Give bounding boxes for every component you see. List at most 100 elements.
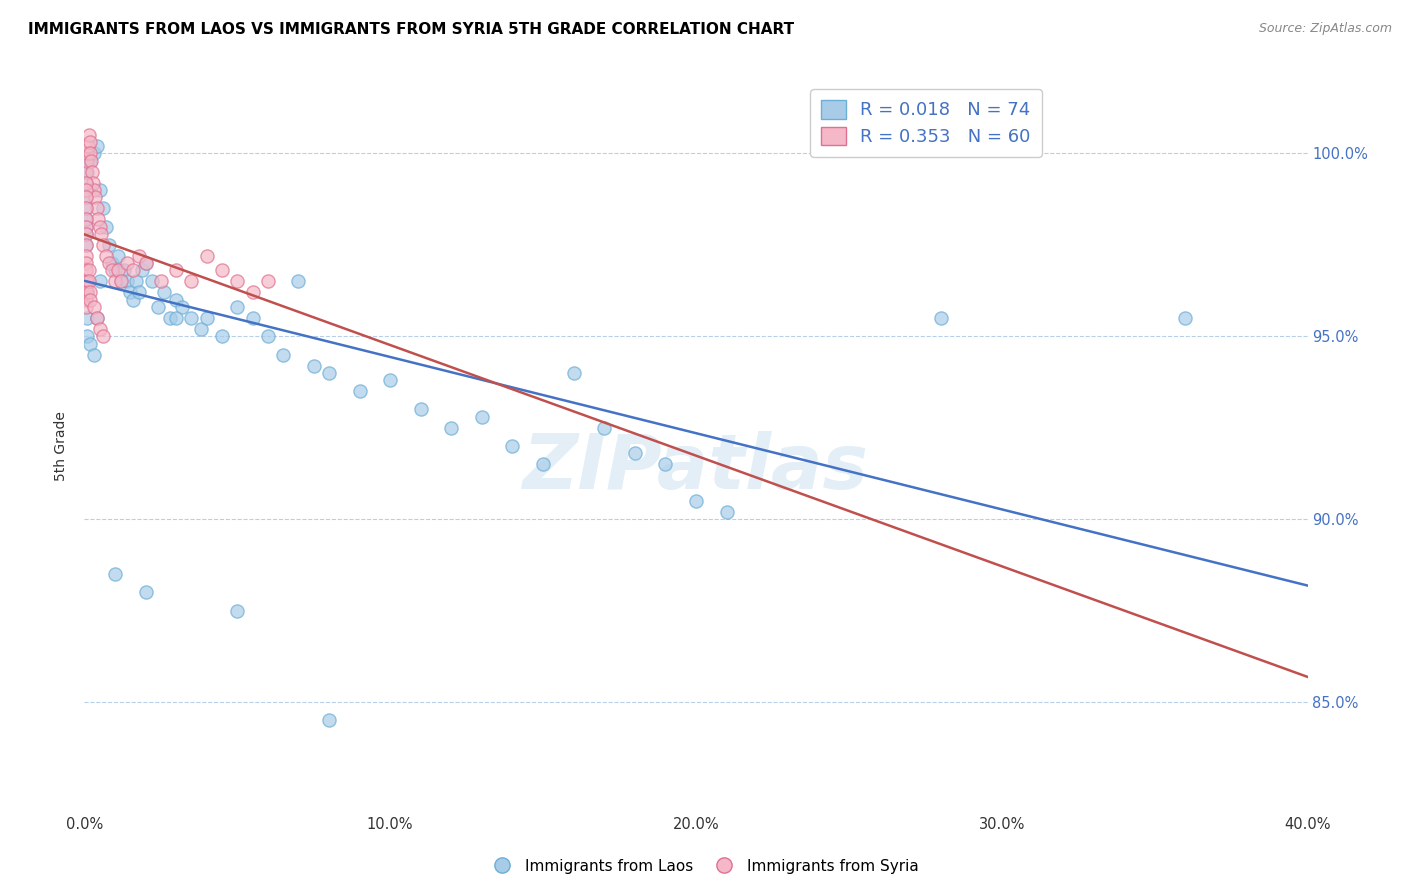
Point xyxy=(77,139,100,153)
Point xyxy=(180,275,202,289)
Point xyxy=(75,227,97,241)
Point xyxy=(80,164,103,178)
Point xyxy=(75,190,97,204)
Point xyxy=(226,604,249,618)
Point xyxy=(165,311,187,326)
Point xyxy=(75,238,97,252)
Point xyxy=(101,256,124,270)
Point xyxy=(87,212,110,227)
Point xyxy=(79,136,101,150)
Point xyxy=(97,238,120,252)
Point xyxy=(75,249,97,263)
Point xyxy=(165,293,187,307)
Point xyxy=(75,164,97,178)
Point xyxy=(211,263,233,277)
Point xyxy=(75,176,97,190)
Point xyxy=(83,348,105,362)
Point xyxy=(1174,311,1197,326)
Point xyxy=(211,329,233,343)
Point xyxy=(125,275,148,289)
Point xyxy=(257,275,280,289)
Point xyxy=(128,285,150,300)
Point xyxy=(562,366,585,380)
Point xyxy=(190,322,212,336)
Point xyxy=(110,275,132,289)
Point xyxy=(440,421,463,435)
Point xyxy=(75,219,97,234)
Point xyxy=(593,421,616,435)
Point xyxy=(110,275,132,289)
Point xyxy=(146,300,169,314)
Point xyxy=(86,311,108,326)
Point xyxy=(318,714,340,728)
Point xyxy=(242,285,264,300)
Point xyxy=(287,275,309,289)
Point xyxy=(135,256,157,270)
Point xyxy=(86,202,108,216)
Point xyxy=(107,249,129,263)
Point xyxy=(79,336,101,351)
Point xyxy=(115,256,138,270)
Point xyxy=(79,153,101,168)
Point xyxy=(89,322,111,336)
Point xyxy=(318,366,340,380)
Point xyxy=(75,275,97,289)
Point xyxy=(75,285,97,300)
Point xyxy=(94,249,117,263)
Point xyxy=(77,263,100,277)
Point xyxy=(104,567,127,582)
Point xyxy=(75,176,97,190)
Text: Source: ZipAtlas.com: Source: ZipAtlas.com xyxy=(1258,22,1392,36)
Point xyxy=(135,256,157,270)
Point xyxy=(86,139,108,153)
Point xyxy=(624,446,647,460)
Point xyxy=(86,311,108,326)
Point xyxy=(502,439,524,453)
Point xyxy=(75,190,97,204)
Point xyxy=(90,227,112,241)
Y-axis label: 5th Grade: 5th Grade xyxy=(55,411,69,481)
Point xyxy=(195,311,218,326)
Point xyxy=(226,275,249,289)
Point xyxy=(75,227,97,241)
Text: ZIPatlas: ZIPatlas xyxy=(523,431,869,505)
Point xyxy=(120,285,142,300)
Point xyxy=(91,238,114,252)
Point xyxy=(83,300,105,314)
Point xyxy=(75,300,97,314)
Point xyxy=(302,359,325,373)
Point xyxy=(716,505,738,519)
Point xyxy=(131,263,153,277)
Point xyxy=(180,311,202,326)
Point xyxy=(89,183,111,197)
Point xyxy=(75,212,97,227)
Point xyxy=(654,458,676,472)
Point xyxy=(122,293,145,307)
Point xyxy=(685,494,707,508)
Point xyxy=(77,128,100,143)
Point xyxy=(77,275,100,289)
Text: IMMIGRANTS FROM LAOS VS IMMIGRANTS FROM SYRIA 5TH GRADE CORRELATION CHART: IMMIGRANTS FROM LAOS VS IMMIGRANTS FROM … xyxy=(28,22,794,37)
Point xyxy=(75,183,97,197)
Point xyxy=(75,256,97,270)
Point xyxy=(141,275,163,289)
Legend: Immigrants from Laos, Immigrants from Syria: Immigrants from Laos, Immigrants from Sy… xyxy=(481,853,925,880)
Point xyxy=(104,275,127,289)
Point xyxy=(101,263,124,277)
Point xyxy=(75,202,97,216)
Point xyxy=(80,153,103,168)
Point xyxy=(83,146,105,161)
Point xyxy=(76,164,98,178)
Point xyxy=(122,263,145,277)
Point xyxy=(76,285,98,300)
Point xyxy=(97,256,120,270)
Point xyxy=(75,219,97,234)
Point xyxy=(75,238,97,252)
Point xyxy=(76,311,98,326)
Point xyxy=(165,263,187,277)
Point xyxy=(929,311,952,326)
Point xyxy=(349,384,371,399)
Point xyxy=(115,275,138,289)
Point xyxy=(79,293,101,307)
Point xyxy=(76,153,98,168)
